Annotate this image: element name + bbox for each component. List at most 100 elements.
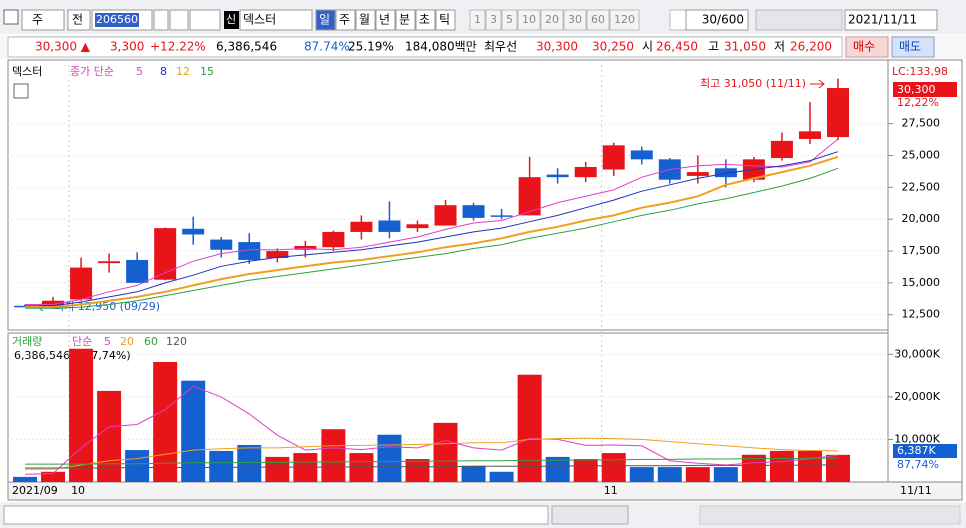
quote-low: 26,200 [790, 40, 832, 54]
volume-bar [181, 380, 206, 482]
table-icon[interactable] [13, 83, 29, 99]
candle-body [714, 168, 737, 178]
volume-bar [601, 453, 626, 482]
candle-body [770, 140, 793, 159]
volume-bar [153, 361, 178, 482]
volume-bar [629, 467, 654, 482]
search-button[interactable] [169, 9, 189, 31]
scroll-track[interactable] [3, 505, 549, 525]
candle-body [210, 239, 233, 250]
interval-label: 1 [474, 13, 481, 26]
candle-body [798, 131, 821, 139]
interval-button[interactable] [517, 9, 541, 31]
interval-label: 30 [568, 13, 582, 26]
period-button[interactable] [415, 9, 436, 31]
code-dropdown[interactable] [153, 9, 169, 31]
y-tick-label: 25,000 [902, 149, 941, 162]
date-axis [7, 481, 963, 501]
quote-volume: 6,386,546 [216, 40, 277, 54]
y-tick-label: 22,500 [902, 180, 941, 193]
period-button[interactable] [395, 9, 416, 31]
current-volume-rate: 87,74% [897, 458, 939, 471]
date: 2021/11/11 [848, 13, 917, 27]
period-button[interactable] [315, 9, 336, 31]
candle-body [350, 221, 373, 232]
candle-body [406, 224, 429, 229]
volume-bar [265, 456, 290, 482]
count-dropdown[interactable] [669, 9, 687, 31]
legend-entry: 5 [104, 335, 111, 348]
moving-average-line [25, 437, 839, 470]
y-tick-label: 20,000 [902, 212, 941, 225]
current-rate: 12,22% [897, 96, 939, 109]
quote-volume-ratio: 87.74% [304, 40, 350, 54]
count-box[interactable] [685, 9, 749, 31]
volume-bar [433, 422, 458, 482]
buy-button[interactable] [845, 36, 889, 58]
volume-bar [741, 454, 766, 482]
quote-turnover: 25.19% [348, 40, 394, 54]
period-button[interactable] [335, 9, 356, 31]
interval-button[interactable] [563, 9, 587, 31]
interval-button[interactable] [485, 9, 502, 31]
mode-button[interactable] [67, 9, 91, 31]
volume-bar [657, 467, 682, 482]
y-tick-label: 10,000K [894, 432, 940, 445]
date-box[interactable] [844, 9, 938, 31]
period-button[interactable] [435, 9, 456, 31]
sound-button[interactable] [189, 9, 221, 31]
volume-bar [349, 453, 374, 482]
legend-entry: 8 [160, 65, 167, 78]
interval-button[interactable] [609, 9, 640, 31]
quote-open: 26,450 [656, 40, 698, 54]
type-select[interactable] [21, 9, 65, 31]
volume-bar [517, 374, 542, 482]
x-tick-label: 11 [604, 484, 618, 497]
volume-bar [685, 467, 710, 482]
stock-name: 덱스터 [243, 13, 276, 27]
window-icon[interactable] [3, 9, 19, 25]
candle-body [266, 251, 289, 259]
period-button[interactable] [375, 9, 396, 31]
interval-button[interactable] [469, 9, 486, 31]
x-tick-label: 2021/09 [12, 484, 58, 497]
tool-buttons[interactable] [755, 9, 843, 31]
current-price: 30,300 [897, 83, 936, 96]
quote-change: 3,300 [110, 40, 144, 54]
volume-bar [713, 467, 738, 482]
candle-body [98, 261, 121, 264]
candle-body [126, 259, 149, 283]
period-label: 월 [359, 13, 370, 27]
low-annotation: 최저 12,950 (09/29) [54, 300, 160, 313]
badge [224, 11, 239, 29]
period-label: 분 [399, 13, 410, 27]
moving-average-line [25, 138, 839, 305]
interval-button[interactable] [540, 9, 564, 31]
zoom-tools[interactable] [699, 505, 961, 525]
interval-button[interactable] [501, 9, 518, 31]
quote-amount: 184,080백만 [405, 40, 477, 54]
sell-button[interactable] [891, 36, 935, 58]
period-button[interactable] [355, 9, 376, 31]
quote-bid: 30,250 [592, 40, 634, 54]
legend-entry: 12 [176, 65, 190, 78]
candle-body [546, 174, 569, 178]
candle-body [574, 166, 597, 178]
moving-average-line [25, 155, 839, 309]
period-label: 년 [379, 13, 390, 27]
candle-body [490, 215, 513, 217]
name-box[interactable] [239, 9, 313, 31]
lc-label: LC:133,98 [892, 65, 948, 78]
candle-body [238, 242, 261, 260]
price-panel [7, 59, 889, 331]
nav-buttons[interactable] [551, 505, 629, 525]
code: 206560 [96, 13, 138, 26]
candle-body [294, 245, 317, 250]
candle-body [462, 205, 485, 218]
sell-label: 매도 [899, 40, 921, 54]
volume-bar [573, 459, 598, 482]
current-volume: 6,387K [897, 444, 936, 457]
interval-button[interactable] [586, 9, 610, 31]
current-volume-box [893, 444, 957, 458]
badge-label: 신 [226, 13, 236, 26]
